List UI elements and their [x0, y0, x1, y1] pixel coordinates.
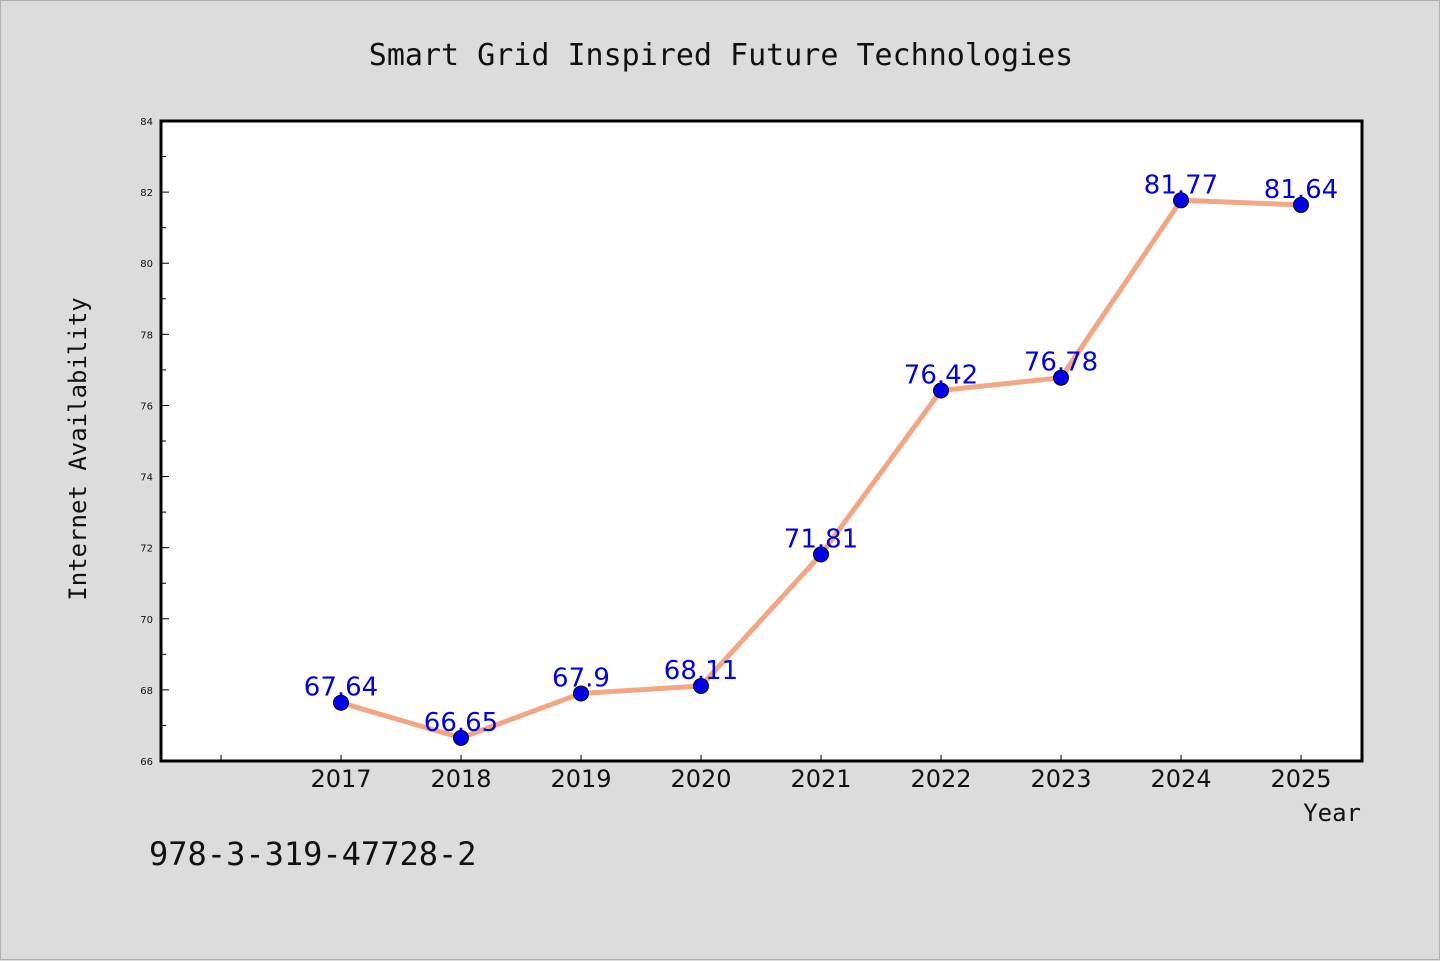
y-tick-label: 82: [140, 188, 153, 199]
x-axis-label: Year: [1303, 799, 1361, 827]
data-point-marker: [1053, 369, 1069, 386]
series-layer: [333, 192, 1309, 746]
x-tick-label: 2018: [430, 765, 491, 793]
data-point-marker: [813, 546, 829, 563]
data-label: 71.81: [784, 524, 858, 554]
data-point-marker: [1173, 192, 1189, 209]
y-tick-label: 66: [140, 757, 153, 768]
y-tick-label: 76: [140, 401, 153, 412]
y-axis-ticks: 66 68 70 72 74 76 78 80 82 84: [140, 117, 169, 768]
x-tick-label: 2020: [670, 765, 731, 793]
x-tick-label: 2021: [790, 765, 851, 793]
y-tick-label: 80: [140, 259, 153, 270]
y-tick-label: 72: [140, 544, 153, 555]
y-tick-label: 78: [140, 330, 153, 341]
y-tick-label: 68: [140, 686, 153, 697]
data-label: 76.42: [904, 361, 978, 391]
data-label: 81.64: [1264, 175, 1338, 205]
y-tick-label: 70: [140, 615, 153, 626]
y-tick-label: 74: [140, 473, 153, 484]
x-tick-label: 2023: [1030, 765, 1091, 793]
data-labels-layer: 67.64 66.65 67.9 68.11 71.81 76.42 76.78 81.77 8…: [304, 170, 1338, 738]
plot-area: [159, 119, 1364, 763]
data-label: 66.65: [424, 708, 498, 738]
chart-title: Smart Grid Inspired Future Technologies: [369, 38, 1073, 73]
data-point-marker: [693, 677, 709, 694]
data-label: 81.77: [1144, 170, 1218, 200]
data-label: 67.64: [304, 673, 378, 703]
x-tick-label: 2017: [310, 765, 371, 793]
x-tick-label: 2019: [550, 765, 611, 793]
data-point-marker: [1293, 196, 1309, 213]
x-axis-ticks: 2017 2018 2019 2020 2021 2022 2023 2024 2025: [220, 755, 1332, 793]
data-point-marker: [933, 382, 949, 399]
data-point-marker: [573, 685, 589, 702]
y-axis-label: Internet Availability: [64, 297, 92, 600]
x-tick-label: 2025: [1270, 765, 1331, 793]
isbn-text: 978-3-319-47728-2: [149, 835, 477, 873]
data-point-marker: [453, 729, 469, 746]
x-tick-label: 2024: [1150, 765, 1211, 793]
x-tick-label: 2022: [910, 765, 971, 793]
data-label: 68.11: [664, 656, 738, 686]
y-tick-label: 84: [140, 117, 153, 128]
data-point-marker: [333, 694, 349, 711]
data-label: 76.78: [1024, 348, 1098, 378]
data-label: 67.9: [552, 663, 610, 693]
